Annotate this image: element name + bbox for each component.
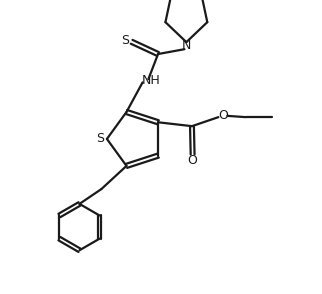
Text: O: O [218, 109, 228, 122]
Text: O: O [188, 154, 198, 167]
Text: S: S [121, 34, 129, 47]
Text: NH: NH [142, 74, 161, 87]
Text: S: S [96, 133, 104, 146]
Text: N: N [182, 39, 191, 52]
